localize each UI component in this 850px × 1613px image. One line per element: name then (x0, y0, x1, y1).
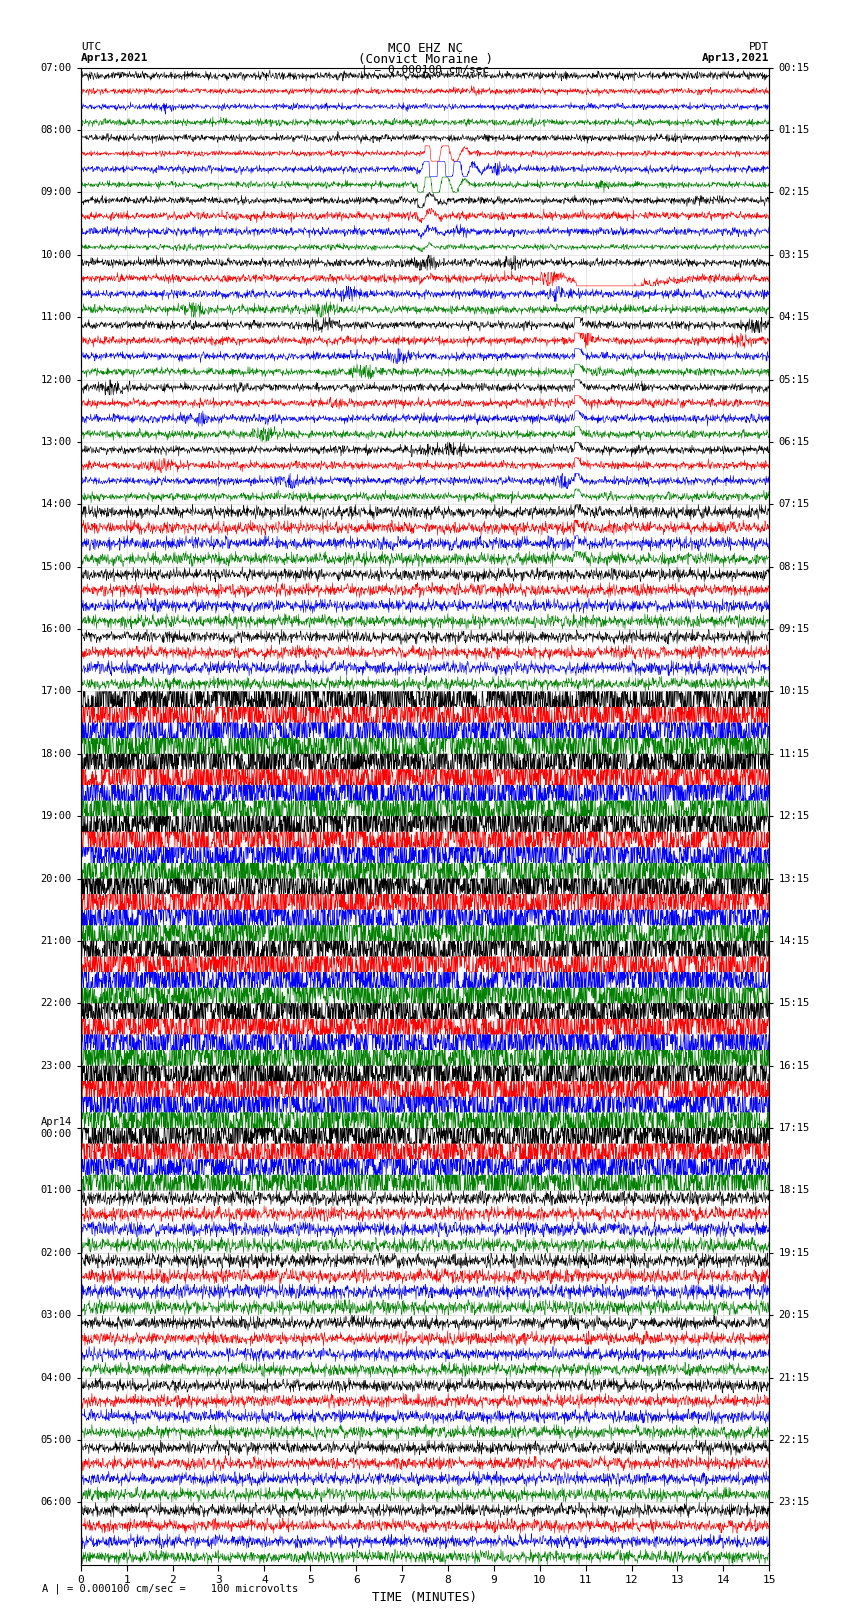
Text: A | = 0.000100 cm/sec =    100 microvolts: A | = 0.000100 cm/sec = 100 microvolts (42, 1582, 298, 1594)
Text: Apr13,2021: Apr13,2021 (702, 53, 769, 63)
Text: (Convict Moraine ): (Convict Moraine ) (358, 53, 492, 66)
X-axis label: TIME (MINUTES): TIME (MINUTES) (372, 1590, 478, 1603)
Text: PDT: PDT (749, 42, 769, 52)
Text: UTC: UTC (81, 42, 101, 52)
Text: | = 0.000100 cm/sec: | = 0.000100 cm/sec (361, 65, 489, 76)
Text: MCO EHZ NC: MCO EHZ NC (388, 42, 462, 55)
Text: Apr13,2021: Apr13,2021 (81, 53, 148, 63)
